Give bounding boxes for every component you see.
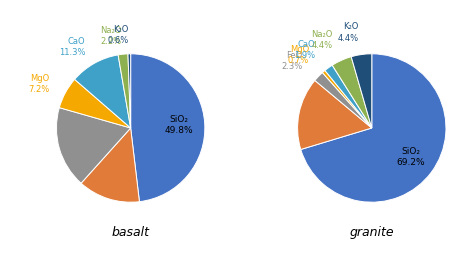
Text: CaO
1.9%: CaO 1.9% bbox=[294, 40, 316, 60]
Text: SiO₂
49.8%: SiO₂ 49.8% bbox=[164, 115, 193, 135]
Text: SiO₂
69.2%: SiO₂ 69.2% bbox=[396, 147, 425, 167]
Wedge shape bbox=[128, 54, 131, 128]
Text: Al₂O₃
14.0%: Al₂O₃ 14.0% bbox=[102, 164, 130, 184]
Text: MgO
7.2%: MgO 7.2% bbox=[28, 74, 49, 94]
Text: CaO
11.3%: CaO 11.3% bbox=[59, 37, 85, 57]
Wedge shape bbox=[301, 54, 446, 202]
Text: FeO
18.4%: FeO 18.4% bbox=[70, 131, 99, 151]
Text: K₂O
0.6%: K₂O 0.6% bbox=[108, 25, 129, 45]
Wedge shape bbox=[81, 128, 139, 202]
Wedge shape bbox=[118, 54, 131, 128]
Text: FeO
2.3%: FeO 2.3% bbox=[281, 51, 302, 71]
Text: K₂O
4.4%: K₂O 4.4% bbox=[337, 23, 358, 42]
Wedge shape bbox=[56, 108, 131, 183]
Wedge shape bbox=[315, 73, 372, 128]
Wedge shape bbox=[325, 65, 372, 128]
Wedge shape bbox=[351, 54, 372, 128]
Wedge shape bbox=[131, 54, 205, 202]
Text: Na₂O
2.2%: Na₂O 2.2% bbox=[100, 26, 121, 46]
Text: Na₂O
4.4%: Na₂O 4.4% bbox=[311, 30, 332, 50]
Wedge shape bbox=[322, 70, 372, 128]
Title: basalt: basalt bbox=[112, 226, 150, 239]
Text: MgO
0.7%: MgO 0.7% bbox=[288, 45, 309, 65]
Wedge shape bbox=[298, 80, 372, 150]
Text: Al₂O₃
15.5%: Al₂O₃ 15.5% bbox=[310, 108, 339, 129]
Title: granite: granite bbox=[349, 226, 394, 239]
Wedge shape bbox=[74, 55, 131, 128]
Wedge shape bbox=[59, 79, 131, 128]
Wedge shape bbox=[332, 57, 372, 128]
